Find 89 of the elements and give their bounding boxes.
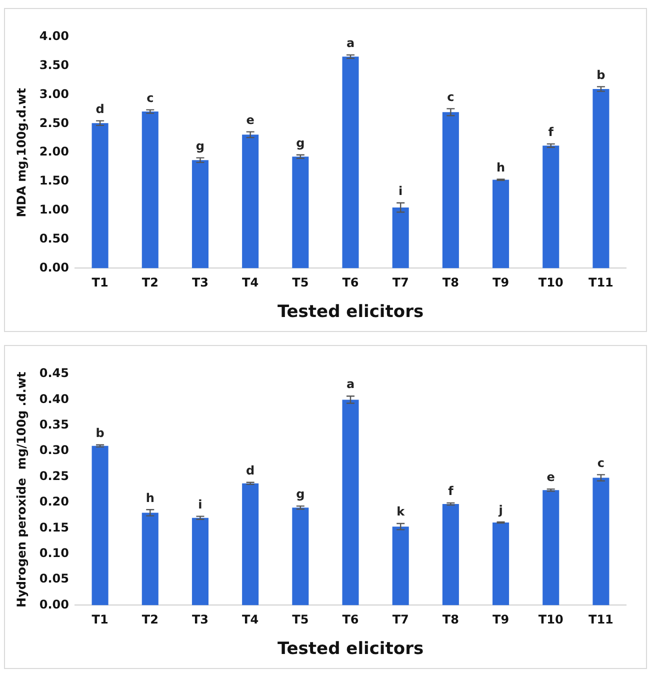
annotation: i: [198, 497, 202, 512]
x-tick-label: T11: [588, 612, 614, 627]
x-tick-label: T1: [92, 276, 108, 290]
annotation: f: [448, 484, 454, 498]
bar: [92, 123, 108, 268]
bar: [442, 504, 459, 606]
bar: [342, 400, 359, 606]
bar: [142, 112, 158, 268]
y-tick-label: 0.30: [39, 443, 70, 458]
y-tick-label: 0.15: [39, 520, 70, 534]
annotation: e: [546, 470, 555, 484]
x-tick-label: T8: [442, 276, 459, 290]
annotation: g: [196, 138, 205, 153]
x-tick-label: T2: [142, 276, 158, 290]
annotation: b: [96, 426, 105, 440]
y-tick-label: 3.50: [39, 58, 70, 72]
x-tick-label: T10: [538, 612, 564, 627]
bar: [92, 446, 108, 606]
y-tick-label: 0.25: [39, 468, 70, 483]
annotation: k: [396, 504, 406, 519]
y-tick-label: 0.35: [39, 418, 70, 432]
x-tick-label: T7: [392, 612, 409, 627]
annotation: g: [296, 136, 305, 150]
bar: [242, 134, 259, 268]
x-tick-label: T4: [242, 612, 259, 627]
bar: [592, 478, 610, 606]
y-tick-label: 4.00: [39, 29, 70, 44]
y-tick-label: 1.00: [39, 202, 70, 217]
x-tick-label: T6: [342, 276, 359, 290]
annotation: d: [96, 102, 104, 116]
x-tick-label: T9: [492, 612, 510, 627]
y-tick-label: 0.20: [39, 494, 70, 509]
x-axis-title: Tested elicitors: [277, 639, 424, 660]
y-tick-label: 2.50: [39, 116, 70, 130]
bar: [192, 518, 208, 606]
y-tick-label: 0.00: [39, 260, 70, 274]
y-tick-label: 0.40: [39, 392, 70, 406]
bar: [242, 483, 259, 606]
annotation: f: [548, 125, 554, 140]
x-tick-label: T5: [292, 276, 309, 290]
y-tick-label: 2.00: [39, 144, 70, 159]
bar: [492, 522, 510, 606]
bar: [592, 89, 610, 268]
x-axis-title: Tested elicitors: [277, 302, 424, 322]
annotation: h: [146, 490, 154, 505]
y-tick-label: 3.00: [39, 86, 70, 101]
annotation: a: [346, 377, 355, 392]
y-tick-label: 0.05: [39, 572, 70, 586]
bar: [342, 56, 359, 268]
annotation: c: [597, 456, 605, 470]
x-tick-label: T1: [92, 612, 108, 627]
x-tick-label: T10: [538, 276, 564, 290]
y-tick-label: 0.45: [39, 366, 70, 380]
annotation: a: [346, 36, 355, 50]
bar: [192, 160, 208, 268]
x-tick-label: T3: [192, 612, 209, 627]
annotation: h: [496, 160, 506, 174]
annotation: b: [596, 68, 606, 82]
x-tick-label: T7: [392, 276, 409, 290]
y-tick-label: 1.50: [39, 174, 70, 188]
annotation: c: [447, 90, 454, 104]
bar: [442, 112, 459, 268]
bar: [142, 512, 158, 606]
bar: [392, 208, 409, 268]
bar: [542, 146, 560, 268]
bar: [292, 156, 309, 268]
x-tick-label: T6: [342, 612, 359, 627]
annotation: j: [498, 503, 503, 518]
y-tick-label: 0.00: [39, 597, 70, 612]
bar: [392, 526, 409, 606]
y-tick-label: 0.50: [39, 231, 70, 246]
y-axis-title: Hydrogen peroxide mg/100g .d.wt: [14, 371, 28, 608]
x-tick-label: T11: [588, 276, 614, 290]
annotation: g: [296, 487, 305, 502]
annotation: d: [246, 464, 255, 478]
annotation: c: [146, 90, 154, 105]
x-tick-label: T2: [142, 612, 158, 627]
bar: [492, 180, 510, 268]
x-tick-label: T3: [192, 276, 209, 290]
y-axis-title: MDA mg,100g.d.wt: [14, 88, 28, 218]
x-tick-label: T4: [242, 276, 259, 290]
x-tick-label: T8: [442, 612, 459, 627]
x-tick-label: T9: [492, 276, 510, 290]
annotation: i: [398, 184, 403, 198]
x-tick-label: T5: [292, 612, 309, 627]
bar: [292, 508, 309, 606]
y-tick-label: 0.10: [39, 546, 70, 560]
annotation: e: [246, 112, 254, 127]
bar: [542, 490, 560, 606]
